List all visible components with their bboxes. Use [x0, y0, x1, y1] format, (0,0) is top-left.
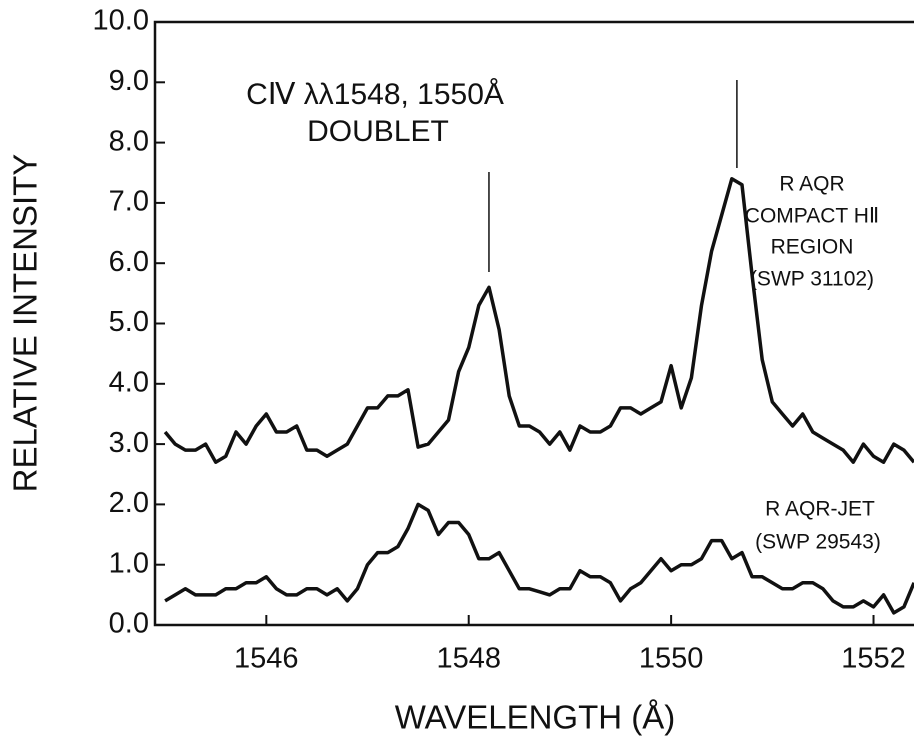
y-tick-label: 5.0 [109, 306, 149, 338]
y-tick-label: 4.0 [109, 366, 149, 398]
y-tick-label: 10.0 [93, 5, 149, 37]
y-tick-label: 6.0 [109, 246, 149, 278]
chart-subtitle: DOUBLET [307, 115, 449, 148]
spectrum-line [163, 177, 914, 464]
annotation: (SWP 31102) [750, 268, 874, 291]
spectrum-line [164, 502, 914, 615]
annotation: (SWP 29543) [755, 531, 881, 554]
y-tick-label: 7.0 [109, 186, 149, 218]
chart-title: CⅣ λλ1548, 1550Å [246, 78, 504, 111]
x-tick-label: 1550 [639, 643, 704, 675]
y-tick-label: 1.0 [109, 547, 149, 579]
x-tick-label: 1546 [234, 643, 299, 675]
y-tick-label: 0.0 [109, 608, 149, 640]
y-tick-label: 9.0 [109, 65, 149, 97]
y-tick-label: 3.0 [109, 427, 149, 459]
y-tick-label: 8.0 [109, 125, 149, 157]
annotation: COMPACT HⅡ [745, 205, 879, 228]
annotation: REGION [771, 236, 854, 259]
x-tick-label: 1548 [436, 643, 501, 675]
x-axis-label: WAVELENGTH (Å) [395, 699, 676, 736]
x-tick-label: 1552 [841, 643, 906, 675]
annotation: R AQR [779, 173, 844, 196]
annotation: R AQR-JET [765, 498, 875, 521]
y-tick-label: 2.0 [109, 487, 149, 519]
y-axis-label: RELATIVE INTENSITY [7, 154, 44, 493]
